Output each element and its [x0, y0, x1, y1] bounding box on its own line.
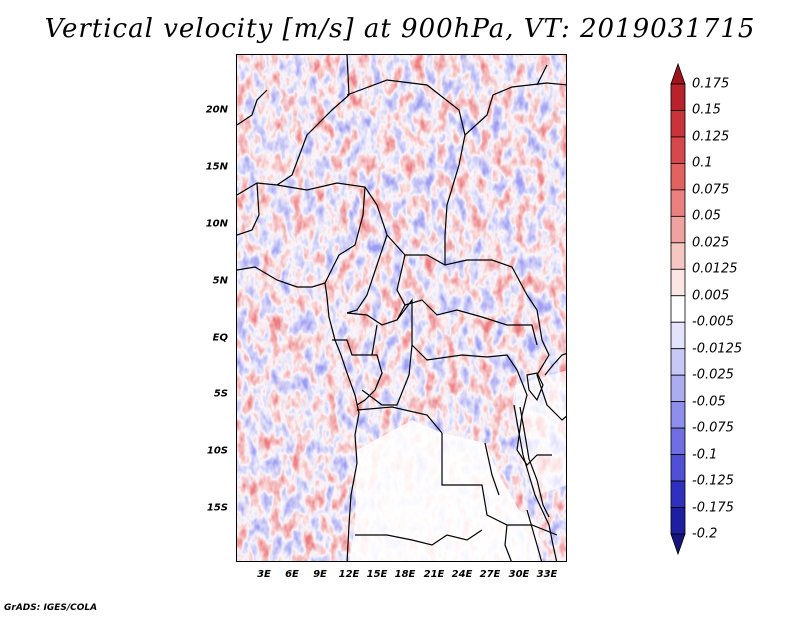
colorbar-swatch — [670, 110, 686, 138]
colorbar-swatch — [670, 83, 686, 111]
grads-credit: GrADS: IGES/COLA — [4, 603, 98, 613]
colorbar-level-label: -0.005 — [692, 314, 734, 330]
colorbar-level-label: -0.175 — [692, 500, 734, 516]
colorbar-level-label: 0.05 — [692, 208, 721, 224]
lon-label-30e: 30E — [508, 569, 530, 580]
colorbar-swatch — [670, 321, 686, 350]
colorbar-level-label: -0.05 — [692, 394, 726, 410]
lon-label-6e: 6E — [285, 569, 299, 580]
colorbar-swatch — [670, 401, 686, 429]
lon-label-21e: 21E — [423, 569, 445, 580]
lon-label-12e: 12E — [338, 569, 360, 580]
colorbar-level-label: -0.2 — [692, 526, 718, 542]
colorbar-swatch — [670, 163, 686, 191]
lon-label-27e: 27E — [479, 569, 501, 580]
colorbar-swatch — [670, 374, 686, 403]
colorbar-swatch — [670, 480, 686, 508]
calm-zone-southern-africa — [349, 420, 539, 561]
colorbar-level-label: -0.125 — [692, 473, 734, 489]
lon-label-9e: 9E — [313, 569, 327, 580]
colorbar-top-arrow — [670, 62, 686, 85]
map-panel — [236, 54, 567, 562]
colorbar-swatch — [670, 136, 686, 164]
colorbar-level-label: 0.075 — [692, 182, 730, 198]
colorbar-swatch — [670, 242, 686, 270]
velocity-field-map — [237, 55, 566, 561]
colorbar-level-label: 0.125 — [692, 129, 730, 145]
lat-label-eq: EQ — [212, 332, 228, 344]
lon-label-18e: 18E — [394, 569, 416, 580]
lat-label-10s: 10S — [206, 445, 228, 457]
lat-label-5n: 5N — [212, 275, 228, 287]
lat-label-15n: 15N — [205, 161, 228, 173]
colorbar-level-label: 0.0125 — [692, 261, 738, 277]
lon-label-24e: 24E — [451, 569, 473, 580]
colorbar-level-label: 0.005 — [692, 288, 730, 304]
lat-label-10n: 10N — [205, 218, 228, 230]
colorbar-swatch — [670, 268, 686, 297]
colorbar-level-label: 0.025 — [692, 235, 730, 251]
lat-label-5s: 5S — [213, 388, 228, 400]
colorbar-swatch — [670, 348, 686, 376]
colorbar-level-label: -0.075 — [692, 420, 734, 436]
colorbar-bottom-arrow — [670, 533, 686, 556]
colorbar-swatch — [670, 507, 686, 535]
colorbar-swatch — [670, 215, 686, 244]
colorbar-level-label: -0.025 — [692, 367, 734, 383]
colorbar-swatch — [670, 427, 686, 455]
colorbar-level-label: -0.0125 — [692, 341, 743, 357]
lon-label-15e: 15E — [366, 569, 388, 580]
colorbar-swatch — [670, 295, 686, 323]
colorbar-level-label: -0.1 — [692, 447, 718, 463]
colorbar-level-label: 0.175 — [692, 76, 730, 92]
colorbar-swatch — [670, 189, 686, 217]
colorbar-swatch — [670, 454, 686, 482]
lon-label-3e: 3E — [257, 569, 271, 580]
lon-label-33e: 33E — [536, 569, 558, 580]
lat-label-20n: 20N — [205, 104, 228, 116]
colorbar-level-label: 0.1 — [692, 155, 713, 171]
colorbar — [670, 62, 686, 556]
map-title: Vertical velocity [m/s] at 900hPa, VT: 2… — [44, 14, 756, 44]
lat-label-15s: 15S — [206, 502, 228, 514]
coastlines-borders — [237, 55, 566, 561]
colorbar-level-label: 0.15 — [692, 102, 721, 118]
